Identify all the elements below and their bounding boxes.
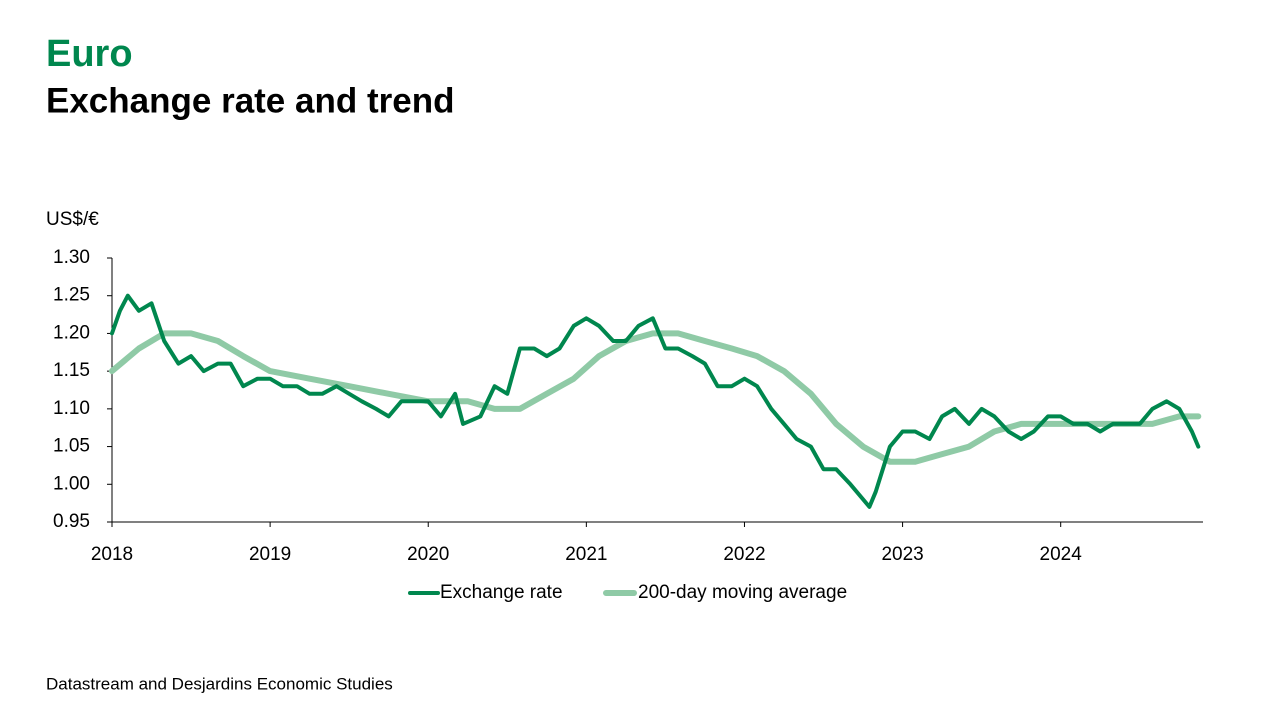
y-tick-label: 1.00	[53, 473, 90, 494]
x-tick-label: 2018	[91, 544, 133, 565]
x-tick-label: 2020	[407, 544, 449, 565]
y-tick-label: 1.05	[53, 436, 90, 457]
y-tick-label: 1.10	[53, 398, 90, 419]
y-tick-label: 1.20	[53, 322, 90, 343]
x-tick-label: 2021	[565, 544, 607, 565]
series-line	[109, 330, 1202, 465]
x-tick-label: 2019	[249, 544, 291, 565]
legend-label: Exchange rate	[440, 582, 563, 603]
x-tick-label: 2023	[881, 544, 923, 565]
legend-label: 200-day moving average	[638, 582, 847, 603]
series-line	[110, 293, 1201, 509]
y-tick-label: 1.15	[53, 360, 90, 381]
chart-subtitle: Exchange rate and trend	[46, 81, 454, 120]
y-axis-label: US$/€	[46, 209, 99, 230]
y-tick-label: 0.95	[53, 511, 90, 532]
y-tick-label: 1.30	[53, 247, 90, 268]
x-tick-label: 2024	[1040, 544, 1083, 565]
source: Datastream and Desjardins Economic Studi…	[46, 674, 393, 693]
chart-title: Euro	[46, 33, 133, 75]
y-tick-label: 1.25	[53, 285, 90, 306]
x-tick-label: 2022	[723, 544, 765, 565]
